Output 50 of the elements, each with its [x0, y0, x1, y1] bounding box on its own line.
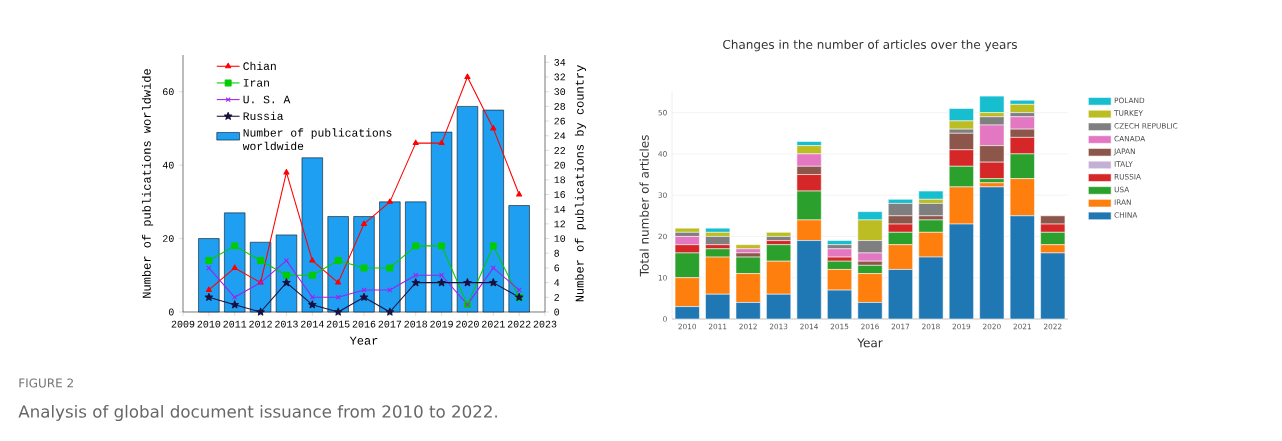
- y2-tick-label: 12: [554, 220, 565, 228]
- x-tick-label: 2020: [456, 320, 479, 328]
- legend-label: Iran: [243, 79, 269, 87]
- y2-tick-label: 0: [554, 308, 560, 316]
- x-tick-label: 2021: [482, 320, 505, 328]
- y2-tick-label: 22: [554, 147, 565, 154]
- caption: FIGURE 2: [19, 378, 73, 388]
- y2-tick-label: 10: [554, 235, 566, 242]
- y-axis-title: Total number of articles: [639, 135, 649, 277]
- x-tick-label: 2022: [507, 320, 531, 328]
- chart-title: Changes in the number of articles over the years: [723, 39, 1017, 52]
- x-tick-label: 2014: [301, 320, 324, 328]
- x-tick-label: 2023: [533, 320, 557, 328]
- y-axis-title: Number of publications worldwide: [141, 69, 154, 298]
- text: Analysis of global document issuance from 2010 to 2022.: [18, 404, 497, 422]
- y2-tick-label: 2: [554, 293, 560, 301]
- legend-label: Russia: [243, 111, 284, 121]
- y-tick-label: 40: [162, 161, 174, 169]
- y2-tick-label: 4: [554, 279, 560, 286]
- y2-tick-label: 26: [554, 117, 566, 125]
- x-axis-title: Year: [857, 338, 883, 348]
- y2-tick-label: 24: [554, 132, 566, 140]
- y2-tick-label: 14: [554, 205, 566, 213]
- x-tick-label: 2016: [352, 320, 376, 328]
- x-tick-label: 2013: [275, 320, 298, 328]
- y2-tick-label: 20: [554, 161, 566, 169]
- legend-label: U. S. A: [243, 95, 291, 104]
- x-tick-label: 2012: [249, 320, 272, 328]
- y-tick-label: 60: [163, 88, 174, 96]
- x-tick-label: 2015: [326, 320, 350, 328]
- y2-tick-label: 34: [554, 58, 566, 66]
- y2-axis-title: Number of publications by country: [574, 65, 587, 302]
- y2-tick-label: 28: [554, 102, 566, 110]
- y2-tick-label: 32: [554, 73, 565, 81]
- y2-tick-label: 16: [554, 191, 566, 198]
- legend-label: Chian: [243, 61, 276, 71]
- y2-tick-label: 6: [554, 264, 560, 272]
- x-axis-title: Year: [349, 336, 378, 345]
- legend-label: Number of publications worldwide: [242, 128, 392, 151]
- x-tick-label: 2011: [223, 320, 247, 328]
- x-tick-label: 2010: [197, 320, 221, 328]
- x-tick-label: 2017: [378, 320, 402, 328]
- y-tick-label: 0: [168, 308, 174, 316]
- x-tick-label: 2009: [171, 320, 195, 328]
- x-tick-label: 2018: [404, 320, 428, 328]
- y2-tick-label: 30: [554, 88, 566, 96]
- y2-tick-label: 18: [554, 176, 566, 184]
- x-tick-label: 2019: [430, 320, 453, 328]
- y2-tick-label: 8: [554, 249, 560, 257]
- y-tick-label: 20: [163, 235, 174, 242]
